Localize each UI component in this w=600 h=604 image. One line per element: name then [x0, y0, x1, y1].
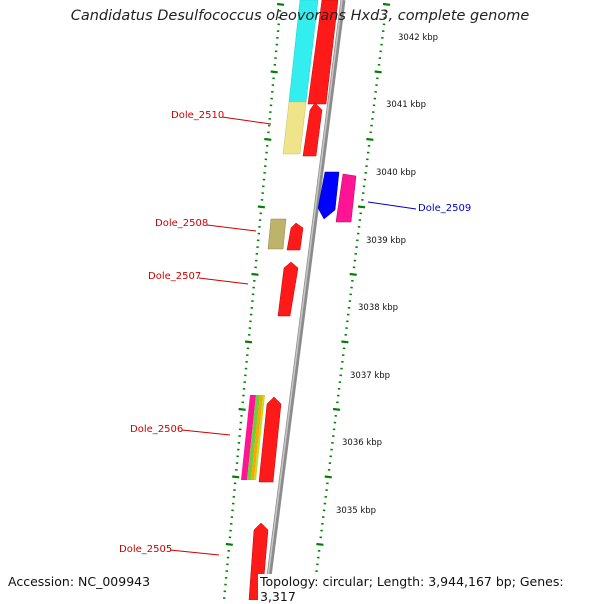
major-tick: [358, 207, 365, 208]
leader-dole-2506: [182, 430, 230, 435]
major-tick: [383, 4, 390, 5]
major-tick: [258, 207, 265, 208]
accession-text: Accession: NC_009943: [8, 574, 150, 589]
major-tick: [251, 274, 258, 275]
major-tick: [277, 4, 284, 5]
gene-pale-yellow[interactable]: [283, 102, 306, 154]
major-tick: [366, 139, 373, 140]
major-tick: [226, 544, 233, 545]
gene-dole-2508-red[interactable]: [287, 223, 303, 250]
gene-label-dole-2510[interactable]: Dole_2510: [171, 110, 224, 121]
scale-label: 3040 kbp: [376, 168, 416, 178]
leader-dole-2508: [207, 225, 256, 231]
gene-dole-2509-magenta[interactable]: [336, 174, 356, 222]
gene-dole-2508-khaki[interactable]: [268, 219, 286, 249]
major-tick: [341, 342, 348, 343]
gene-label-dole-2507[interactable]: Dole_2507: [148, 271, 201, 282]
leader-dole-2507: [199, 278, 248, 284]
major-tick: [316, 544, 323, 545]
leader-dole-2510: [222, 117, 271, 124]
gene-label-dole-2506[interactable]: Dole_2506: [130, 424, 183, 435]
gene-dole-2507-red[interactable]: [278, 262, 298, 316]
gene-label-dole-2509[interactable]: Dole_2509: [418, 203, 471, 214]
scale-label: 3035 kbp: [336, 506, 376, 516]
inner-tick-ring: [223, 4, 284, 598]
major-tick: [333, 409, 340, 410]
scale-label: 3042 kbp: [398, 33, 438, 43]
leader-dole-2505: [170, 550, 219, 555]
scale-label: 3038 kbp: [358, 303, 398, 313]
major-tick: [264, 139, 271, 140]
major-tick: [350, 274, 357, 275]
gene-label-dole-2505[interactable]: Dole_2505: [119, 544, 172, 555]
major-tick: [245, 342, 252, 343]
major-tick: [325, 477, 332, 478]
scale-label: 3036 kbp: [342, 438, 382, 448]
scale-label: 3041 kbp: [386, 100, 426, 110]
scale-label: 3037 kbp: [350, 371, 390, 381]
major-tick: [271, 72, 278, 73]
gene-label-dole-2508[interactable]: Dole_2508: [155, 218, 208, 229]
major-tick: [375, 72, 382, 73]
page-title: Candidatus Desulfococcus oleovorans Hxd3…: [0, 8, 600, 24]
major-tick: [239, 409, 246, 410]
gene-dole-2510-red[interactable]: [303, 103, 322, 156]
major-tick: [232, 477, 239, 478]
scale-label: 3039 kbp: [366, 236, 406, 246]
leader-dole-2509: [368, 202, 416, 209]
